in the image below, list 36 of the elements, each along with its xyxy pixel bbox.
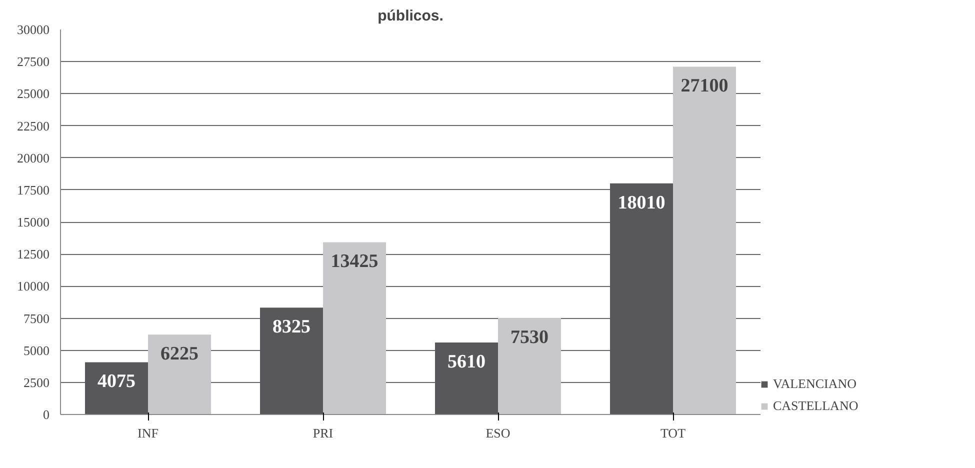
legend-label: VALENCIANO <box>773 376 857 392</box>
y-tick-label: 5000 <box>24 342 50 358</box>
bar <box>260 308 323 414</box>
data-label: 6225 <box>160 344 198 365</box>
bar <box>85 362 148 414</box>
x-tick-label: PRI <box>312 426 334 440</box>
data-label: 4075 <box>98 371 136 392</box>
y-tick-label: 17500 <box>17 182 50 198</box>
bar <box>435 342 498 414</box>
bar <box>323 242 386 414</box>
y-tick-label: 0 <box>43 407 50 422</box>
y-tick-label: 22500 <box>17 118 50 134</box>
data-label: 27100 <box>680 76 728 97</box>
data-label: 13425 <box>330 251 378 272</box>
y-tick-label: 27500 <box>17 54 50 70</box>
x-tick-label: ESO <box>486 426 510 440</box>
data-label: 7530 <box>510 326 548 348</box>
x-tick-label: INF <box>138 426 158 440</box>
x-tick-label: TOT <box>660 426 686 440</box>
data-label: 18010 <box>618 192 666 214</box>
bar <box>498 318 561 414</box>
y-tick-label: 25000 <box>17 86 50 102</box>
data-label: 5610 <box>448 352 486 373</box>
legend-label: CASTELLANO <box>773 398 858 414</box>
y-tick-label: 2500 <box>24 374 50 390</box>
chart-title: públicos. <box>378 8 444 24</box>
y-tick-label: 30000 <box>17 22 50 37</box>
bar <box>673 66 736 414</box>
y-tick-label: 7500 <box>24 310 50 326</box>
y-tick-label: 12500 <box>17 246 50 262</box>
y-tick-label: 10000 <box>17 278 50 294</box>
y-tick-label: 20000 <box>17 150 50 166</box>
bar <box>610 183 673 414</box>
data-label: 8325 <box>272 316 310 338</box>
bar <box>148 334 211 414</box>
y-tick-label: 15000 <box>17 214 50 230</box>
